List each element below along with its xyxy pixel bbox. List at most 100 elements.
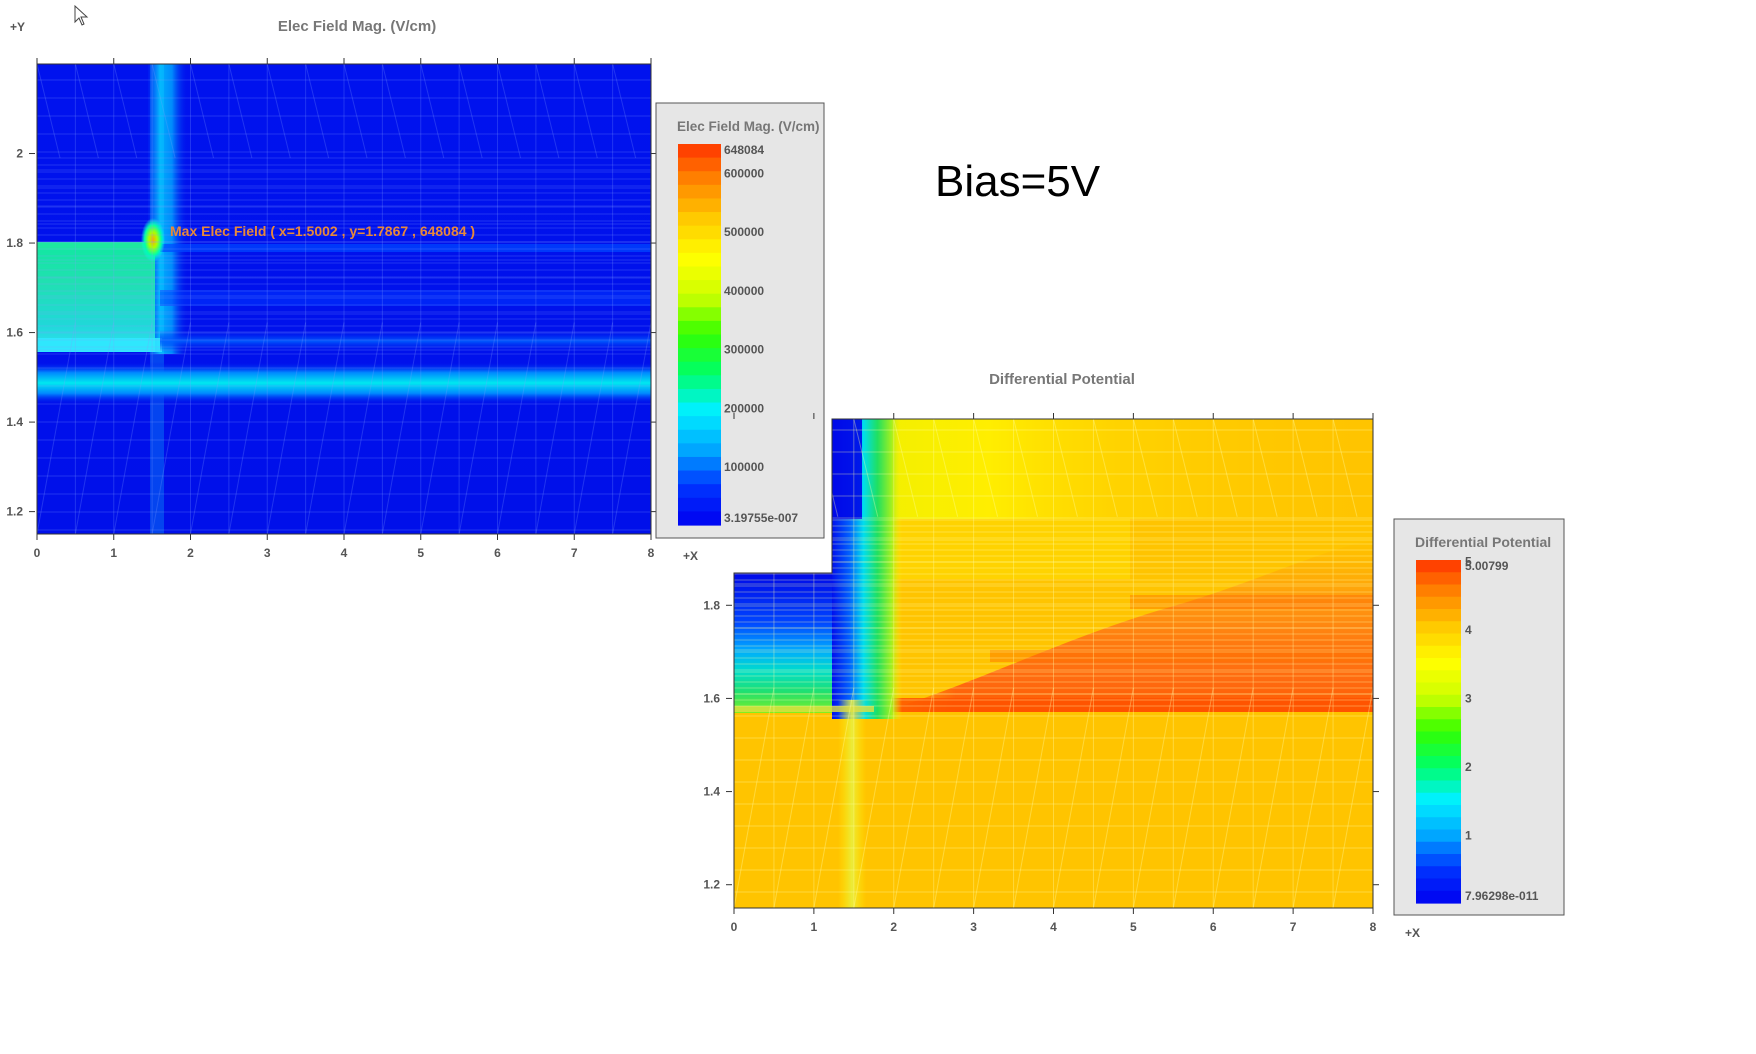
legend-color-step (1416, 780, 1461, 794)
legend-color-step (678, 375, 721, 390)
legend-color-step (678, 212, 721, 227)
elec-field-legend: Elec Field Mag. (V/cm) 648084 3.19755e-0… (655, 102, 825, 539)
cursor-arrow-icon (74, 4, 89, 26)
legend-color-step (1416, 878, 1461, 892)
legend-color-step (1416, 805, 1461, 818)
legend-color-step (678, 320, 721, 336)
legend-color-step (1416, 645, 1461, 659)
legend-tick-label: 1 (1465, 829, 1472, 843)
legend-color-step (678, 144, 721, 159)
legend-color-step (1416, 633, 1461, 647)
potential-legend-colorbar (1416, 560, 1461, 904)
legend-color-step (678, 470, 721, 485)
elec-field-panel: Elec Field Mag. (V/cm) +Y +X 0 1 2 3 4 5 6 7 8 1.… (6, 18, 698, 563)
legend-color-step (1416, 854, 1461, 867)
legend-color-step (678, 293, 721, 308)
legend-color-step (678, 280, 721, 295)
legend-tick-label: 500000 (724, 225, 764, 239)
x-tick-label: 8 (648, 546, 655, 560)
legend-tick-label: 400000 (724, 284, 764, 298)
legend-tick-label: 100000 (724, 460, 764, 474)
legend-tick-label: 4 (1465, 623, 1472, 637)
x-tick-label: 5 (1130, 920, 1137, 934)
dp-legend-min-label: 7.96298e-011 (1465, 889, 1539, 903)
dp-red-band (890, 698, 1373, 712)
x-tick-label: 6 (1210, 920, 1217, 934)
x-tick-label: 8 (1370, 920, 1377, 934)
legend-color-step (1416, 743, 1461, 757)
ef-mesh (37, 64, 651, 534)
legend-color-step (678, 171, 721, 186)
legend-color-step (678, 402, 721, 417)
x-tick-label: 1 (110, 546, 117, 560)
y-tick-label: 1.2 (6, 505, 23, 519)
legend-color-step (1416, 829, 1461, 843)
potential-title: Differential Potential (989, 371, 1135, 388)
potential-legend-title: Differential Potential (1415, 534, 1551, 550)
legend-color-step (1416, 596, 1461, 610)
legend-color-step (1416, 584, 1461, 598)
legend-color-step (1416, 609, 1461, 622)
legend-color-step (678, 348, 721, 363)
y-tick-label: 1.8 (703, 598, 720, 612)
ef-legend-min-label: 3.19755e-007 (724, 511, 798, 525)
x-tick-label: 0 (731, 920, 738, 934)
x-tick-label: 3 (970, 920, 977, 934)
elec-field-axes: 0 1 2 3 4 5 6 7 8 1.2 1.4 1.6 1.8 2 (6, 58, 657, 560)
x-tick-label: 0 (34, 546, 41, 560)
legend-color-step (1416, 841, 1461, 855)
legend-color-step (678, 484, 721, 499)
x-tick-label: 5 (417, 546, 424, 560)
elec-field-y-axis-label: +Y (10, 20, 25, 34)
legend-color-step (678, 416, 721, 431)
potential-x-axis-label: +X (1405, 926, 1420, 940)
legend-tick-label: 600000 (724, 166, 764, 180)
legend-color-step (678, 307, 721, 322)
legend-color-step (1416, 560, 1461, 573)
x-tick-label: 2 (890, 920, 897, 934)
elec-field-title: Elec Field Mag. (V/cm) (278, 18, 436, 35)
y-tick-label: 1.8 (6, 236, 23, 250)
legend-color-step (1416, 731, 1461, 745)
legend-color-step (678, 239, 721, 254)
legend-color-step (678, 388, 721, 404)
y-tick-label: 1.6 (6, 326, 23, 340)
x-tick-label: 2 (187, 546, 194, 560)
legend-color-step (1416, 682, 1461, 696)
legend-color-step (678, 456, 721, 472)
legend-color-step (678, 429, 721, 444)
x-tick-label: 7 (1290, 920, 1297, 934)
dp-legend-max-label: 5.00799 (1465, 559, 1509, 573)
legend-tick-label: 200000 (724, 401, 764, 415)
legend-tick-label: 3 (1465, 692, 1472, 706)
legend-color-step (1416, 658, 1461, 671)
x-tick-label: 3 (264, 546, 271, 560)
potential-legend: Differential Potential 5.00799 7.96298e-… (1393, 518, 1565, 916)
legend-color-step (1416, 756, 1461, 769)
x-tick-label: 7 (571, 546, 578, 560)
dp-vertical-line (838, 700, 866, 908)
legend-color-step (1416, 719, 1461, 733)
ef-band-y15 (37, 362, 651, 404)
legend-color-step (1416, 572, 1461, 586)
legend-color-step (678, 497, 721, 512)
x-tick-label: 4 (341, 546, 348, 560)
elec-field-legend-title: Elec Field Mag. (V/cm) (677, 119, 820, 134)
x-tick-label: 4 (1050, 920, 1057, 934)
legend-color-step (1416, 707, 1461, 720)
y-tick-label: 1.4 (6, 415, 23, 429)
legend-color-step (1416, 817, 1461, 831)
y-tick-label: 1.4 (703, 785, 720, 799)
dp-high-potential-wedge (880, 540, 1373, 712)
x-tick-label: 1 (811, 920, 818, 934)
dp-top-region (860, 419, 1373, 519)
y-tick-label: 1.6 (703, 691, 720, 705)
elec-field-x-axis-label: +X (683, 549, 698, 563)
elec-field-heatmap (37, 64, 651, 534)
legend-color-step (1416, 768, 1461, 782)
potential-axes: 0 1 2 3 4 5 6 7 8 1.2 1.4 1.6 1.8 (703, 413, 1379, 934)
legend-color-step (678, 334, 721, 349)
legend-tick-label: 2 (1465, 760, 1472, 774)
y-tick-label: 1.2 (703, 878, 720, 892)
